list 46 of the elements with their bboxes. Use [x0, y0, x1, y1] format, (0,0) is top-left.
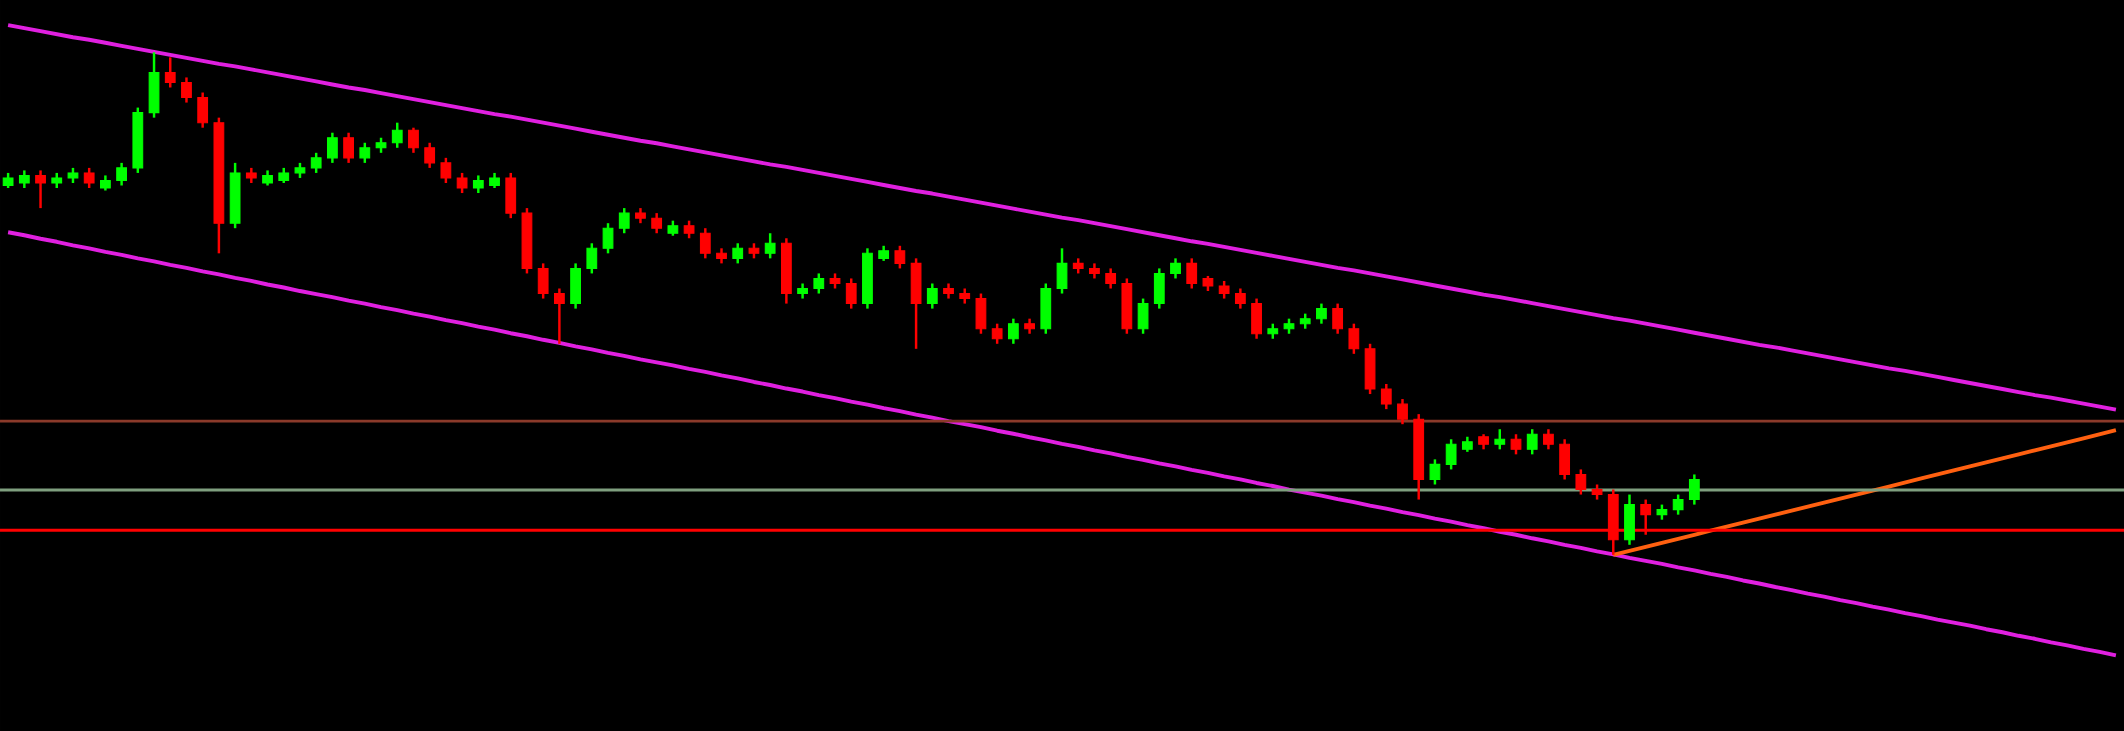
candlestick: [732, 242, 744, 265]
candlestick: [1105, 267, 1117, 290]
candlestick: [1575, 468, 1587, 496]
candlestick: [1543, 427, 1554, 451]
candlestick: [926, 282, 938, 310]
candlestick: [83, 166, 95, 190]
candlestick: [553, 287, 565, 346]
candlestick: [1007, 317, 1019, 346]
candlestick: [1332, 302, 1344, 335]
candlestick: [391, 121, 403, 150]
candlestick: [424, 141, 436, 170]
candlestick: [1186, 257, 1198, 290]
candlestick: [1170, 257, 1181, 280]
candlestick: [116, 161, 127, 187]
candlestick: [1445, 438, 1457, 471]
candlestick: [1234, 287, 1246, 310]
candlestick: [408, 126, 419, 155]
candlestick: [359, 141, 371, 165]
candlestick: [1688, 473, 1700, 506]
candlestick: [1316, 302, 1327, 325]
candlestick: [894, 244, 906, 270]
candlestick: [1526, 427, 1538, 456]
candlestick: [456, 171, 468, 195]
candlestick: [764, 232, 776, 260]
candlestick: [440, 156, 452, 185]
candlestick: [1429, 458, 1441, 486]
candlestick: [343, 131, 354, 165]
candlestick: [1494, 427, 1506, 451]
candlestick: [35, 169, 46, 210]
candlestick: [310, 151, 322, 175]
candlestick: [1672, 493, 1684, 516]
candlestick: [991, 322, 1003, 346]
candlestick: [164, 56, 176, 89]
candlestick: [1380, 382, 1392, 411]
candlestick: [1397, 397, 1408, 426]
candlestick: [699, 226, 711, 260]
candlestick: [326, 131, 338, 165]
candlestick: [1510, 433, 1522, 456]
candlestick: [1348, 322, 1360, 356]
candlestick: [618, 206, 630, 235]
candlestick: [845, 277, 857, 310]
candlestick: [181, 76, 192, 104]
candlestick: [602, 221, 614, 255]
candlestick: [651, 211, 663, 235]
candlestick: [586, 242, 598, 275]
candlestick: [813, 272, 825, 295]
